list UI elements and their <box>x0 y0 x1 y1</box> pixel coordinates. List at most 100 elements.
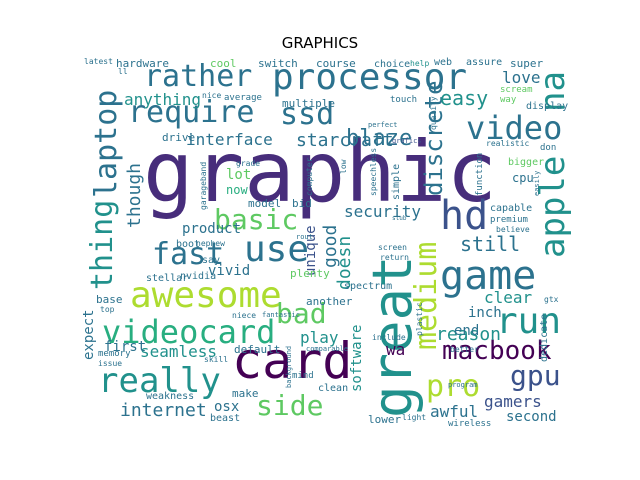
word-wireless: wireless <box>448 419 492 429</box>
word-scream: scream <box>500 85 533 95</box>
word-lower: lower <box>368 413 402 426</box>
word-vivid: vivid <box>208 263 251 279</box>
word-light: light <box>402 413 427 422</box>
word-top: top <box>100 305 115 314</box>
word-expect: expect <box>81 309 97 360</box>
word-nvidia: nvidia <box>180 271 217 282</box>
word-inch: inch <box>468 305 502 321</box>
word-card: card <box>232 332 353 390</box>
word-comparable: comparable <box>306 345 349 353</box>
word-garageband: garageband <box>199 161 208 210</box>
word-awesome: awesome <box>130 275 282 316</box>
word-run: run <box>496 301 562 342</box>
word-low: low <box>339 159 348 174</box>
word-videocard: videocard <box>102 313 276 351</box>
word-gamers: gamers <box>484 392 542 411</box>
word-video: video <box>466 109 563 147</box>
word-background: background <box>285 345 293 388</box>
word-multiple: multiple <box>282 97 335 110</box>
word-side: side <box>256 389 324 422</box>
word-way: way <box>500 95 517 105</box>
word-simple: simple <box>391 163 402 200</box>
word-plastic: plastic <box>415 302 424 336</box>
word-better: better <box>450 345 479 354</box>
word-realistic: realistic <box>486 139 530 148</box>
word-ssd: ssd <box>280 97 335 132</box>
word-apple: apple <box>533 155 573 258</box>
word-now: now <box>226 183 248 197</box>
word-screen: screen <box>378 243 407 252</box>
word-blaze: blaze <box>346 126 413 151</box>
word-processor: processor <box>272 57 468 98</box>
word-clean: clean <box>318 383 349 394</box>
word-really: really <box>98 361 221 401</box>
word-computer: computer <box>305 157 314 196</box>
word-security: security <box>344 202 422 221</box>
word-believe: believe <box>496 225 530 234</box>
word-use: use <box>244 229 310 270</box>
word-boot: boot <box>176 239 201 250</box>
word-function: function <box>475 152 485 196</box>
word-anything: anything <box>124 90 202 109</box>
word-choice: choice <box>374 59 411 70</box>
word-return: return <box>380 253 409 262</box>
word-rout: rout <box>296 233 313 241</box>
word-super: super <box>510 57 544 70</box>
word-touch: touch <box>390 95 418 105</box>
word-osx: osx <box>214 399 240 415</box>
word-quality: quality <box>429 96 438 130</box>
word-hd: hd <box>440 193 489 239</box>
word-cpu: cpu <box>512 171 534 185</box>
word-love: love <box>502 68 541 87</box>
word-weakness: weakness <box>146 391 195 402</box>
word-make: make <box>232 387 259 400</box>
word-cool: cool <box>210 57 237 70</box>
word-mind: mind <box>292 371 314 381</box>
word-clear: clear <box>484 288 533 307</box>
word-grafics: grafics <box>392 137 422 145</box>
word-rather: rather <box>144 59 253 94</box>
word-model: model <box>248 197 282 210</box>
word-starcraft: starcraft <box>296 130 394 151</box>
word-premium: premium <box>490 215 528 225</box>
word-graphic: graphic <box>143 123 498 221</box>
word-software: software <box>349 324 365 392</box>
word-product: product <box>182 221 242 237</box>
word-switch: switch <box>258 57 298 70</box>
word-internet: internet <box>120 400 207 421</box>
word-issue: issue <box>98 359 123 368</box>
word-display: display <box>526 101 569 112</box>
word-spectrum: spectrum <box>344 281 393 292</box>
word-skill: skill <box>204 355 229 364</box>
word-capable: capable <box>490 203 533 214</box>
word-awful: awful <box>430 402 479 421</box>
word-bid: bid <box>292 197 312 210</box>
word-play: play <box>300 328 339 347</box>
word-default: default <box>234 343 281 356</box>
word-ll: ll <box>118 67 128 76</box>
word-fast: fast <box>152 237 225 272</box>
word-niece: niece <box>232 311 257 320</box>
word-another: another <box>306 295 353 308</box>
word-pro: pro <box>426 369 481 404</box>
word-latest: latest <box>84 57 113 66</box>
word-macbook: macbook <box>442 336 552 366</box>
word-gpu: gpu <box>510 359 561 392</box>
word-course: course <box>316 57 356 70</box>
word-still: still <box>460 232 521 256</box>
word-lot: lot <box>226 167 252 183</box>
word-bad: bad <box>276 297 327 330</box>
word-wa: wa <box>386 340 406 359</box>
word-laptop: laptop <box>89 89 124 198</box>
word-help: help <box>410 59 430 68</box>
word-end: end <box>454 323 480 339</box>
word-bigger: bigger <box>508 157 545 168</box>
word-require: require <box>128 95 255 130</box>
word-easy: easy <box>440 86 489 110</box>
word-include: include <box>372 333 406 342</box>
word-assure: assure <box>466 57 503 68</box>
word-game: game <box>440 253 537 299</box>
word-grade: grade <box>236 159 261 168</box>
word-thing: thing <box>85 199 120 290</box>
